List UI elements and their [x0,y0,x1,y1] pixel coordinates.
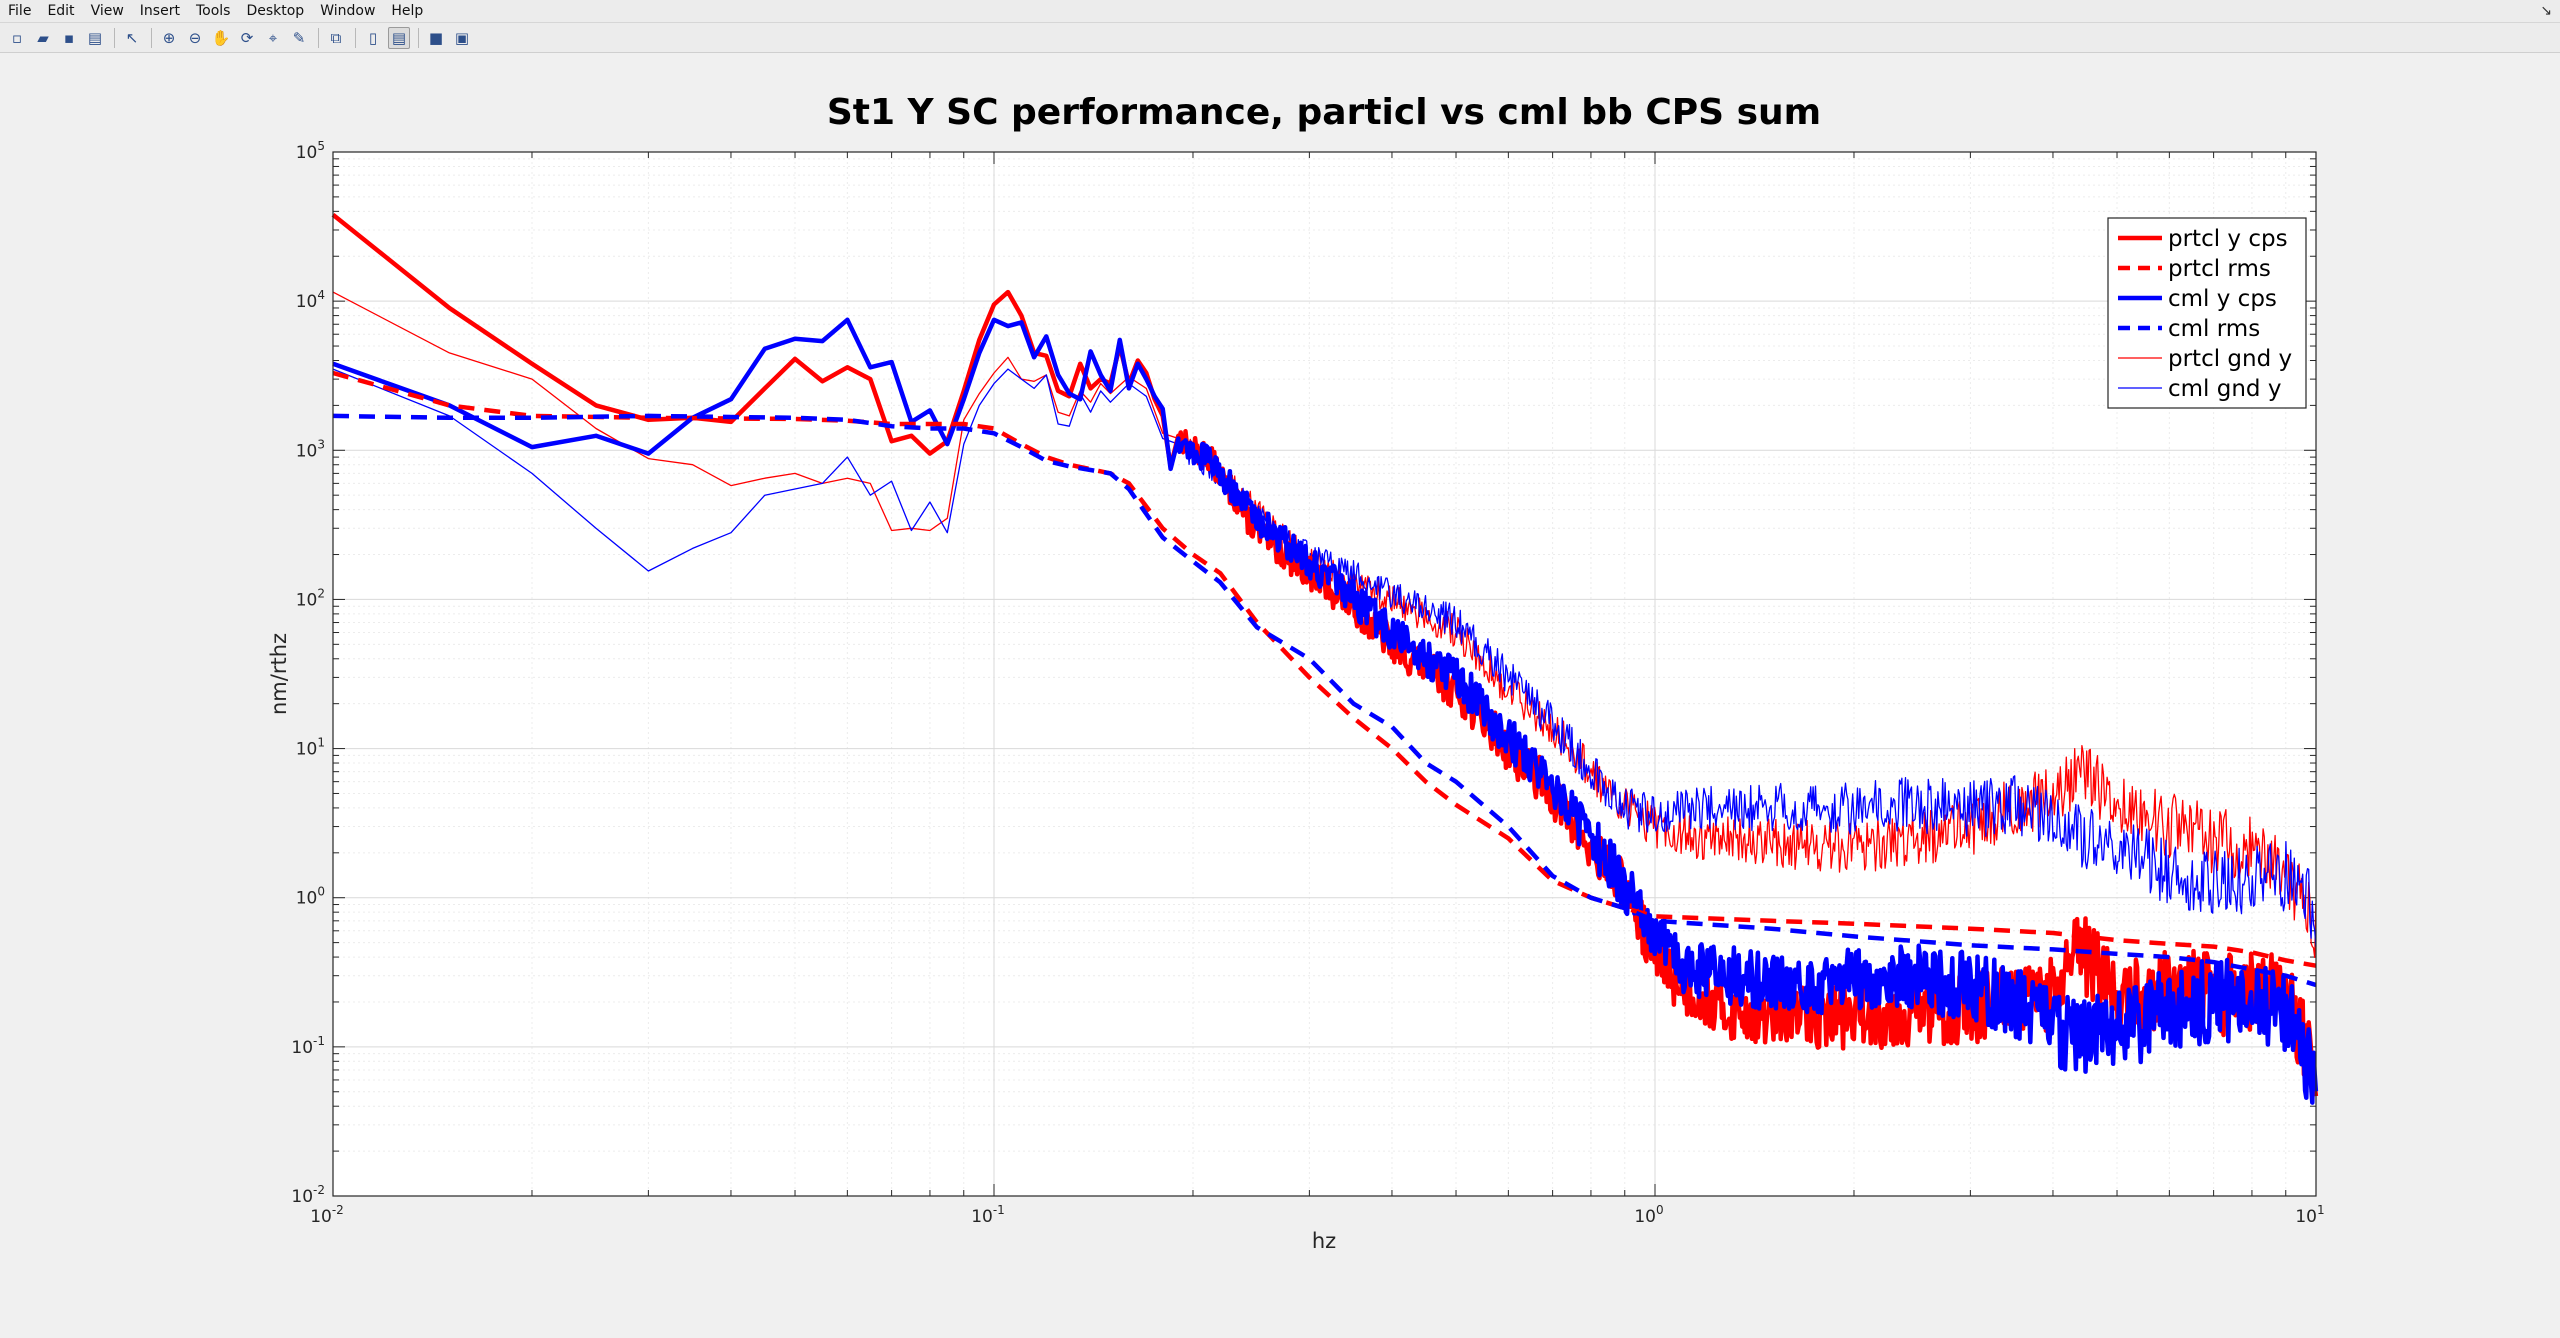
new-figure-icon[interactable]: ▫ [11,28,23,47]
series-line-prtcl-rms [332,370,2317,968]
menu-desktop[interactable]: Desktop [246,3,305,19]
menu-view[interactable]: View [90,3,124,19]
menu-insert[interactable]: Insert [139,3,180,19]
y-tick-label: 101 [296,736,325,760]
y-tick-label: 10-1 [291,1034,325,1058]
menu-window[interactable]: Window [320,3,376,19]
series-line-cml-rms [332,413,2317,988]
x-tick-label: 10-2 [310,1203,344,1227]
y-tick-label: 100 [296,885,325,909]
undock-arrow-icon[interactable]: ↘ [2540,3,2552,19]
x-tick-exponent: 0 [1656,1203,1664,1217]
brush-icon[interactable]: ✎ [292,28,306,47]
legend-label: cml rms [2168,316,2260,342]
toolbar-separator [114,27,115,48]
colorbar-icon[interactable]: ▯ [368,28,378,47]
x-tick-exponent: -1 [993,1203,1005,1217]
axes-box [332,151,2317,1197]
legend-icon[interactable]: ▤ [388,26,410,49]
y-tick-base: 10 [296,590,318,610]
figure-toolbar: ▫ ▰ ▪ ▤ ↖ ⊕ ⊖ ✋ ⟳ ⌖ ✎ ⧉ ▯ ▤ ■ ▣ [0,23,2560,53]
figure-canvas: St1 Y SC performance, particl vs cml bb … [0,54,2560,1338]
menu-file[interactable]: File [8,3,32,19]
toolbar-separator [318,27,319,48]
x-tick-base: 10 [1634,1207,1656,1227]
x-tick-label: 100 [1634,1203,1663,1227]
y-tick-exponent: 5 [317,139,325,153]
edit-plot-arrow-icon[interactable]: ↖ [125,28,139,47]
legend-box [2107,217,2307,409]
toolbar-separator [151,27,152,48]
menu-bar: File Edit View Insert Tools Desktop Window Help… [0,0,2560,23]
y-tick-base: 10 [296,889,318,909]
y-tick-exponent: 0 [317,885,325,899]
x-axis-label: hz [1312,1229,1336,1253]
menu-tools[interactable]: Tools [195,3,231,19]
print-icon[interactable]: ▤ [87,28,103,47]
x-tick-exponent: -2 [332,1203,344,1217]
x-tick-label: 10-1 [971,1203,1005,1227]
y-tick-exponent: 3 [317,437,325,451]
y-tick-exponent: -1 [313,1034,325,1048]
link-plot-icon[interactable]: ⧉ [330,28,342,47]
menu-items: File Edit View Insert Tools Desktop Window Help [0,0,431,22]
menu-edit[interactable]: Edit [47,3,75,19]
plot-svg: St1 Y SC performance, particl vs cml bb … [267,92,2325,1253]
y-tick-exponent: 1 [317,736,325,750]
x-tick-exponent: 1 [2317,1203,2325,1217]
legend-label: cml y cps [2168,286,2277,312]
y-tick-base: 10 [291,1038,313,1058]
y-tick-label: 105 [296,139,325,163]
y-tick-label: 103 [296,437,325,461]
show-plot-tools-icon[interactable]: ▣ [454,28,470,47]
zoom-in-icon[interactable]: ⊕ [162,28,176,47]
toolbar-separator [355,27,356,48]
save-icon[interactable]: ▪ [63,28,75,47]
rotate-3d-icon[interactable]: ⟳ [240,28,254,47]
y-tick-base: 10 [296,292,318,312]
legend-label: prtcl gnd y [2168,346,2292,372]
toolbar-separator [418,27,419,48]
legend-label: prtcl rms [2168,256,2271,282]
minor-grid [333,152,2316,1196]
y-tick-base: 10 [296,441,318,461]
x-tick-base: 10 [310,1207,332,1227]
y-tick-base: 10 [296,143,318,163]
x-tick-base: 10 [2295,1207,2317,1227]
series-layer [331,212,2319,1105]
legend[interactable]: prtcl y cps prtcl rms cml y cps cml rms prtc… [2107,217,2307,409]
y-tick-label: 10-2 [291,1183,325,1207]
zoom-out-icon[interactable]: ⊖ [188,28,202,47]
x-tick-base: 10 [971,1207,993,1227]
chart-title: St1 Y SC performance, particl vs cml bb … [827,92,1821,133]
data-cursor-icon[interactable]: ⌖ [268,28,278,47]
x-tick-labels: 10-2 10-1 100 101 [310,1203,2324,1227]
legend-label: cml gnd y [2168,376,2281,402]
menu-help[interactable]: Help [391,3,424,19]
hide-plot-tools-icon[interactable]: ■ [428,28,444,47]
y-tick-base: 10 [296,740,318,760]
pan-hand-icon[interactable]: ✋ [211,28,231,47]
y-tick-exponent: 4 [317,288,325,302]
y-tick-exponent: -2 [313,1183,325,1197]
x-tick-label: 101 [2295,1203,2324,1227]
y-tick-label: 102 [296,586,325,610]
open-file-icon[interactable]: ▰ [37,28,49,47]
y-tick-label: 104 [296,288,325,312]
y-tick-exponent: 2 [317,586,325,600]
y-axis-label: nm/rthz [267,633,291,715]
legend-label: prtcl y cps [2168,226,2288,252]
series-line-cml-y-cps [332,317,2319,1105]
y-tick-base: 10 [291,1187,313,1207]
